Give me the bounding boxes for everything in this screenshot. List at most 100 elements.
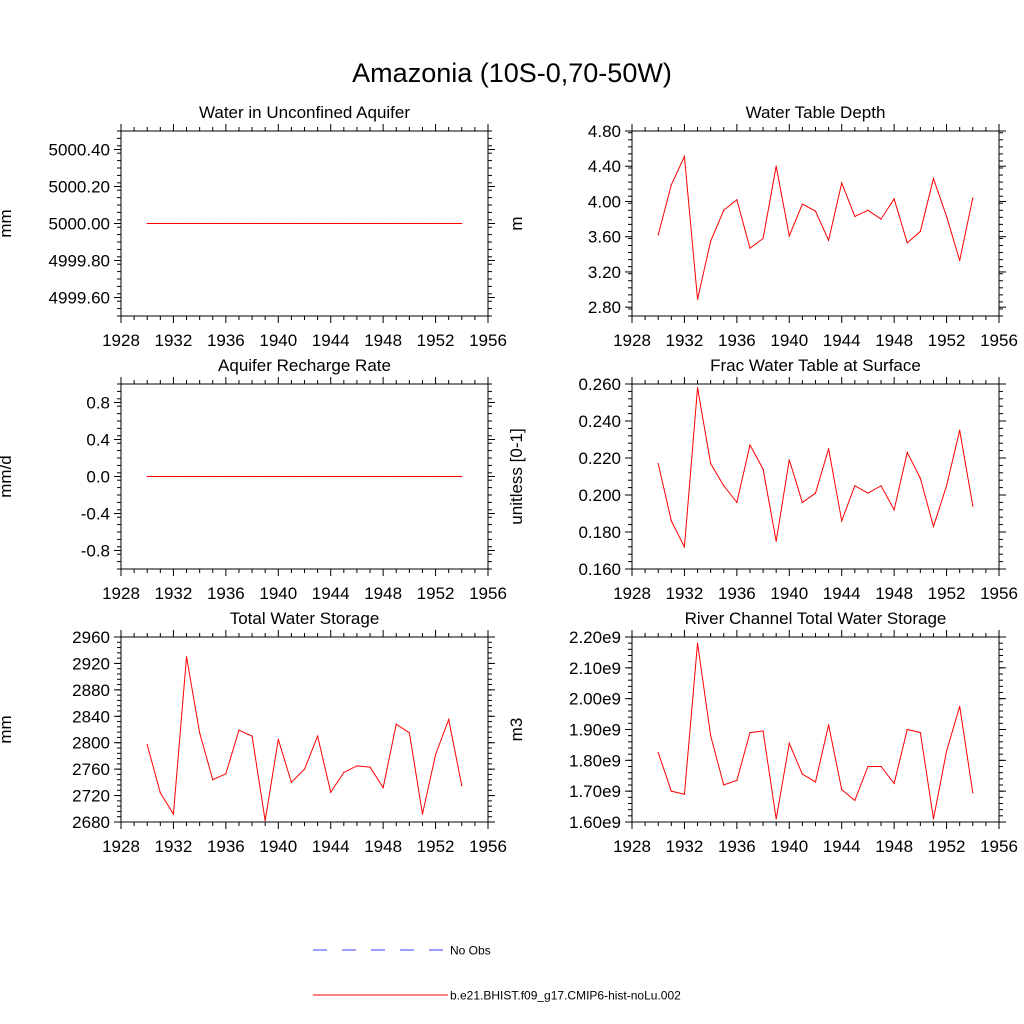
y-tick-label: 2720	[72, 787, 110, 806]
x-tick-label: 1928	[102, 584, 140, 603]
data-point	[448, 718, 450, 721]
y-tick-label: 0.8	[86, 394, 110, 413]
x-tick-label: 1944	[312, 584, 350, 603]
x-tick-label: 1944	[823, 331, 861, 350]
data-point	[841, 520, 843, 522]
data-point	[893, 509, 895, 511]
data-point	[867, 765, 869, 768]
x-tick-label: 1952	[928, 331, 966, 350]
y-tick-label: 5000.20	[49, 178, 110, 197]
data-point	[448, 475, 450, 478]
data-point	[264, 820, 266, 822]
data-point	[683, 155, 686, 158]
data-point	[683, 546, 686, 548]
data-point	[749, 247, 751, 249]
panel-aquifer-recharge-rate: Aquifer Recharge Rate mm/d 1928 1932 1936 194…	[0, 356, 507, 603]
data-point	[972, 197, 974, 199]
data-point	[199, 475, 201, 478]
x-tick-label: 1940	[259, 584, 297, 603]
data-point	[723, 485, 725, 487]
y-tick-label: 1.90e9	[569, 721, 621, 740]
data-point	[959, 429, 961, 431]
x-tick-label: 1928	[613, 584, 651, 603]
y-tick-label: 4.40	[588, 157, 621, 176]
x-tick-label: 1932	[155, 331, 193, 350]
data-point	[670, 520, 672, 522]
data-point	[801, 203, 803, 205]
data-point	[172, 222, 175, 225]
x-tick-label: 1944	[312, 837, 350, 856]
series-line	[657, 154, 974, 300]
data-point	[932, 818, 935, 820]
data-point	[880, 218, 882, 220]
y-tick-label: 0.220	[578, 449, 621, 468]
x-tick-label: 1948	[875, 584, 913, 603]
panel-title: River Channel Total Water Storage	[685, 609, 947, 628]
data-point	[919, 731, 921, 734]
x-tick-label: 1940	[770, 331, 808, 350]
data-point	[369, 766, 371, 768]
data-point	[448, 222, 450, 225]
series-line	[146, 656, 463, 821]
x-tick-label: 1952	[417, 331, 455, 350]
data-point	[421, 222, 424, 225]
data-point	[461, 785, 463, 787]
x-tick-label: 1944	[823, 837, 861, 856]
data-point	[932, 177, 935, 180]
data-point	[775, 818, 777, 820]
panels: Water in Unconfined Aquifer mm 1928 1932 193…	[0, 103, 1018, 856]
plot-frame	[631, 636, 1000, 823]
x-tick-label: 1956	[980, 837, 1018, 856]
data-point	[710, 735, 712, 737]
x-tick-label: 1932	[666, 837, 704, 856]
data-point	[238, 729, 240, 731]
data-point	[749, 731, 751, 734]
data-point	[972, 505, 974, 507]
y-tick-label: 2.20e9	[569, 628, 621, 647]
x-tick-label: 1940	[770, 584, 808, 603]
data-point	[854, 485, 856, 487]
x-tick-label: 1936	[207, 331, 245, 350]
data-point	[290, 475, 292, 478]
data-point	[146, 222, 148, 225]
x-tick-label: 1932	[155, 837, 193, 856]
data-point	[867, 492, 869, 494]
y-axis-label: mm/d	[0, 455, 15, 498]
y-tick-label: 3.20	[588, 263, 621, 282]
data-point	[906, 242, 908, 244]
y-tick-label: 2920	[72, 654, 110, 673]
data-point	[723, 209, 725, 211]
data-point	[159, 475, 161, 478]
data-point	[185, 656, 188, 658]
data-point	[434, 754, 437, 756]
data-point	[159, 222, 161, 225]
data-point	[814, 210, 817, 212]
x-tick-label: 1936	[207, 837, 245, 856]
plot-frame	[631, 130, 1000, 317]
y-tick-label: -0.8	[81, 542, 110, 561]
data-point	[801, 501, 803, 503]
data-point	[959, 259, 961, 262]
x-tick-label: 1928	[613, 837, 651, 856]
panel-title: Total Water Storage	[230, 609, 380, 628]
data-point	[395, 475, 397, 478]
y-tick-label: 2.10e9	[569, 659, 621, 678]
x-tick-label: 1936	[207, 584, 245, 603]
y-axis-label: unitless [0-1]	[507, 428, 526, 524]
data-point	[421, 475, 424, 478]
data-point	[814, 492, 817, 494]
data-point	[972, 792, 974, 794]
y-tick-label: 1.60e9	[569, 813, 621, 832]
data-point	[172, 813, 175, 815]
data-point	[854, 215, 856, 218]
data-point	[317, 735, 319, 737]
data-point	[408, 475, 410, 478]
y-tick-label: 3.60	[588, 228, 621, 247]
data-point	[303, 768, 306, 770]
panel-title: Aquifer Recharge Rate	[218, 356, 391, 375]
data-point	[303, 222, 306, 225]
data-point	[395, 222, 397, 225]
data-point	[330, 791, 332, 793]
panel-title: Water Table Depth	[746, 103, 886, 122]
data-point	[788, 235, 790, 237]
